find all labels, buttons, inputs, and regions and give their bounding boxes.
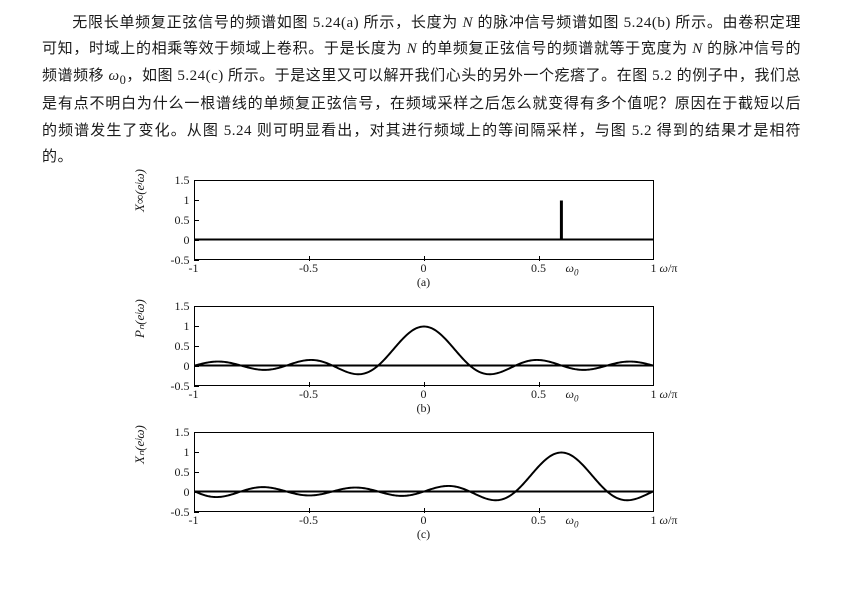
x-tick-label: 1: [651, 262, 657, 274]
y-axis-label: Pₙ(eʲω): [132, 299, 148, 338]
x-tick-label: -1: [189, 514, 199, 526]
x-tick-label: -0.5: [299, 514, 318, 526]
subplot-label: (a): [194, 275, 654, 290]
subplot-c: Xₙ(eʲω)-0.500.511.5-1-0.500.51ω0ω/π(c): [132, 428, 712, 544]
x-axis-label: ω/π: [660, 514, 678, 526]
subplot-a: X∞(eʲω)-0.500.511.5-1-0.500.51ω0ω/π(a): [132, 176, 712, 292]
x-axis-label: ω/π: [660, 262, 678, 274]
x-tick-label: 0.5: [531, 388, 546, 400]
y-axis-label: X∞(eʲω): [132, 169, 148, 212]
x-tick-label: -0.5: [299, 388, 318, 400]
y-tick-label: 1: [160, 446, 190, 458]
y-tick-label: -0.5: [160, 380, 190, 392]
y-tick-label: 1.5: [160, 174, 190, 186]
y-tick-label: 1.5: [160, 426, 190, 438]
subplot-label: (c): [194, 527, 654, 542]
y-tick-label: 0.5: [160, 466, 190, 478]
y-tick-label: 0: [160, 486, 190, 498]
x-axis-label: ω/π: [660, 388, 678, 400]
body-paragraph: 无限长单频复正弦信号的频谱如图 5.24(a) 所示，长度为 N 的脉冲信号频谱…: [42, 10, 801, 170]
y-tick-label: 1: [160, 194, 190, 206]
x-tick-label: -0.5: [299, 262, 318, 274]
x-tick-label: 0: [421, 262, 427, 274]
y-tick-label: 0: [160, 234, 190, 246]
figure-5-24: X∞(eʲω)-0.500.511.5-1-0.500.51ω0ω/π(a) P…: [132, 176, 712, 544]
y-tick-label: 0: [160, 360, 190, 372]
y-tick-label: 0.5: [160, 340, 190, 352]
y-tick-label: -0.5: [160, 506, 190, 518]
x-tick-label: -1: [189, 388, 199, 400]
x-tick-label: 0: [421, 514, 427, 526]
x-tick-label: -1: [189, 262, 199, 274]
x-tick-label: 1: [651, 514, 657, 526]
x-tick-label: 0.5: [531, 262, 546, 274]
subplot-b: Pₙ(eʲω)-0.500.511.5-1-0.500.51ω0ω/π(b): [132, 302, 712, 418]
y-tick-label: 0.5: [160, 214, 190, 226]
y-axis-label: Xₙ(eʲω): [132, 425, 148, 464]
x-tick-label: 1: [651, 388, 657, 400]
x-tick-label: 0.5: [531, 514, 546, 526]
y-tick-label: 1.5: [160, 300, 190, 312]
subplot-label: (b): [194, 401, 654, 416]
x-tick-label: 0: [421, 388, 427, 400]
y-tick-label: 1: [160, 320, 190, 332]
y-tick-label: -0.5: [160, 254, 190, 266]
